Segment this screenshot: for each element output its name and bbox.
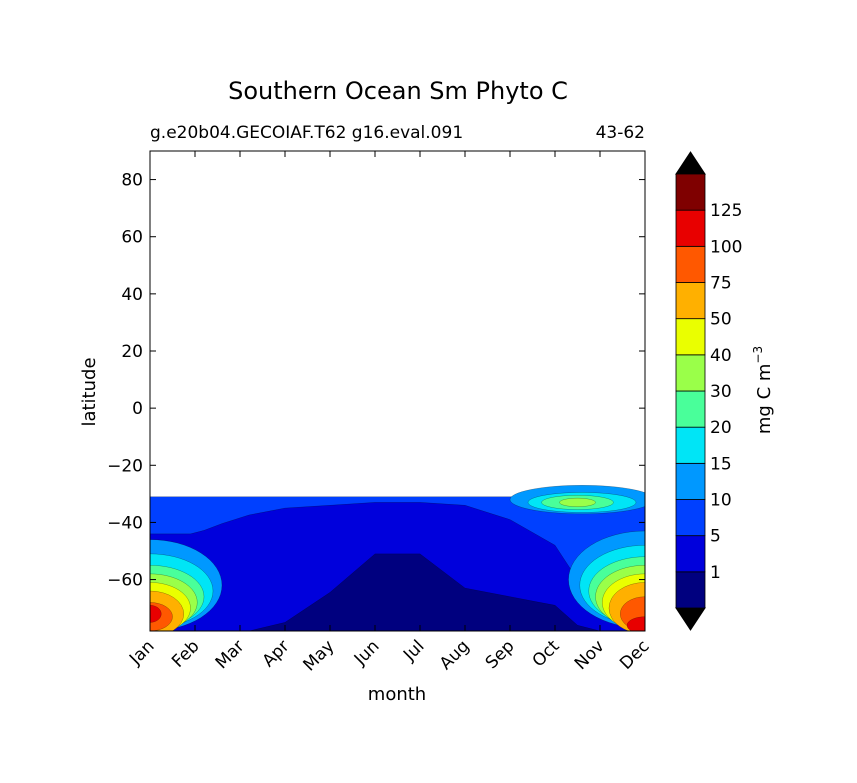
colorbar-tick-label: 30 bbox=[710, 382, 732, 402]
x-tick-label: Oct bbox=[529, 636, 564, 671]
colorbar-swatch bbox=[675, 426, 706, 464]
colorbar-label-exponent: −3 bbox=[751, 346, 765, 364]
x-tick-label: Apr bbox=[259, 636, 294, 671]
colorbar-swatch bbox=[675, 535, 706, 573]
colorbar-tick-label: 5 bbox=[710, 527, 721, 547]
y-tick-label: 20 bbox=[121, 342, 143, 362]
x-tick-label: Nov bbox=[571, 636, 609, 674]
colorbar-tick-label: 125 bbox=[710, 201, 742, 221]
colorbar-tick-label: 15 bbox=[710, 454, 732, 474]
colorbar-extend-min bbox=[675, 607, 706, 631]
colorbar-swatch bbox=[675, 245, 706, 283]
chart-subtitle-right: 43-62 bbox=[596, 123, 645, 143]
plot-frame bbox=[149, 150, 646, 632]
chart-subtitle-left: g.e20b04.GECOIAF.T62 g16.eval.091 bbox=[150, 123, 463, 143]
colorbar-tick-label: 20 bbox=[710, 418, 732, 438]
colorbar-tick-label: 40 bbox=[710, 346, 732, 366]
y-tick-label: 60 bbox=[121, 228, 143, 248]
y-tick-label: −60 bbox=[107, 571, 143, 591]
plot-area bbox=[149, 150, 646, 632]
x-tick-label: May bbox=[300, 636, 339, 675]
x-tick-label: Aug bbox=[436, 636, 474, 674]
x-tick-label: Jun bbox=[350, 636, 384, 670]
contour-level-patch bbox=[150, 605, 162, 623]
colorbar-tick-label: 1 bbox=[710, 563, 721, 583]
y-axis: 80 60 40 20 0 −20 −40 −60 bbox=[107, 171, 645, 591]
colorbar-label: mg C m−3 bbox=[751, 346, 775, 434]
colorbar-swatch bbox=[675, 390, 706, 428]
x-tick-label: Feb bbox=[168, 636, 203, 671]
colorbar-swatch bbox=[675, 462, 706, 500]
x-tick-label: Jan bbox=[125, 636, 158, 669]
colorbar-swatch bbox=[675, 354, 706, 392]
colorbar-tick-label: 10 bbox=[710, 491, 732, 511]
contour-level-patch bbox=[559, 497, 596, 507]
colorbar-tick-label: 50 bbox=[710, 310, 732, 330]
colorbar-swatch bbox=[675, 282, 706, 320]
x-axis-label: month bbox=[368, 684, 426, 705]
x-tick-label: Dec bbox=[616, 636, 653, 673]
colorbar-swatch bbox=[675, 499, 706, 537]
y-tick-label: 80 bbox=[121, 171, 143, 191]
y-tick-label: 0 bbox=[132, 399, 143, 419]
x-tick-label: Mar bbox=[212, 636, 249, 673]
y-tick-label: −40 bbox=[107, 513, 143, 533]
contour-fill bbox=[150, 485, 645, 631]
chart-title: Southern Ocean Sm Phyto C bbox=[228, 77, 568, 105]
y-axis-label: latitude bbox=[79, 357, 100, 426]
contour-level-patch bbox=[626, 616, 645, 631]
colorbar-swatch bbox=[675, 571, 706, 609]
colorbar-tick-label: 100 bbox=[710, 237, 742, 257]
colorbar-extend-max bbox=[675, 151, 706, 175]
y-tick-label: −20 bbox=[107, 456, 143, 476]
x-tick-label: Sep bbox=[482, 636, 519, 673]
colorbar-swatch bbox=[675, 209, 706, 247]
x-tick-label: Jul bbox=[399, 636, 428, 665]
colorbar-label-unit: mg C m bbox=[754, 364, 775, 435]
colorbar-swatch bbox=[675, 318, 706, 356]
y-tick-label: 40 bbox=[121, 285, 143, 305]
contour-level-band bbox=[150, 553, 645, 631]
colorbar-tick-label: 75 bbox=[710, 274, 732, 294]
colorbar-swatch bbox=[675, 173, 706, 211]
